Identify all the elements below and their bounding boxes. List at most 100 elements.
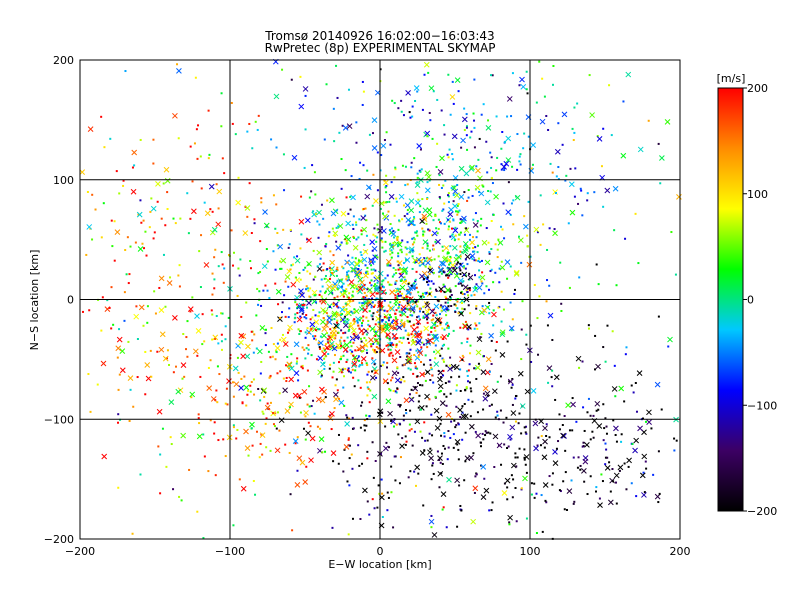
data-point-dot bbox=[213, 287, 216, 290]
data-point-cross bbox=[491, 311, 497, 318]
data-point-dot bbox=[438, 221, 441, 224]
data-point-dot bbox=[559, 261, 562, 264]
data-point-dot bbox=[376, 228, 379, 231]
data-point-dot bbox=[464, 267, 467, 270]
data-point-dot bbox=[403, 363, 406, 366]
data-point-dot bbox=[642, 471, 645, 474]
data-point-dot bbox=[354, 257, 357, 260]
data-point-cross bbox=[481, 307, 488, 314]
data-point-dot bbox=[407, 320, 410, 323]
data-point-dot bbox=[478, 269, 481, 272]
data-point-cross bbox=[209, 229, 216, 236]
data-point-dot bbox=[356, 319, 359, 322]
data-point-dot bbox=[275, 146, 278, 149]
data-point-dot bbox=[450, 376, 453, 379]
data-point-dot bbox=[213, 432, 216, 435]
data-point-dot bbox=[308, 295, 311, 298]
data-point-cross bbox=[392, 318, 399, 325]
data-point-dot bbox=[391, 354, 394, 357]
data-point-dot bbox=[331, 292, 334, 295]
data-point-dot bbox=[564, 179, 567, 182]
data-point-dot bbox=[605, 432, 608, 435]
data-point-dot bbox=[464, 388, 467, 391]
data-point-dot bbox=[547, 128, 550, 131]
data-point-cross bbox=[290, 281, 297, 288]
data-point-cross bbox=[415, 318, 422, 325]
data-point-dot bbox=[220, 312, 223, 315]
data-point-dot bbox=[347, 438, 350, 441]
data-point-cross bbox=[245, 343, 251, 350]
data-point-dot bbox=[361, 333, 364, 336]
data-point-dot bbox=[426, 135, 429, 138]
data-point-cross bbox=[372, 254, 378, 261]
data-point-dot bbox=[385, 441, 388, 444]
data-point-dot bbox=[540, 494, 543, 497]
data-point-dot bbox=[382, 328, 385, 331]
data-point-dot bbox=[349, 300, 352, 303]
data-point-dot bbox=[406, 315, 409, 318]
data-point-cross bbox=[320, 361, 326, 368]
data-point-dot bbox=[122, 184, 125, 187]
data-point-dot bbox=[394, 316, 397, 319]
data-point-dot bbox=[310, 354, 313, 357]
data-point-dot bbox=[361, 103, 364, 106]
data-point-cross bbox=[191, 208, 197, 215]
data-point-dot bbox=[284, 280, 287, 283]
data-point-dot bbox=[447, 305, 450, 308]
data-point-dot bbox=[417, 315, 420, 318]
data-point-dot bbox=[389, 264, 392, 267]
data-point-cross bbox=[484, 199, 491, 206]
data-point-dot bbox=[300, 195, 303, 198]
data-point-dot bbox=[513, 288, 516, 291]
data-point-dot bbox=[320, 374, 323, 377]
data-point-cross bbox=[654, 381, 661, 388]
data-point-dot bbox=[337, 299, 340, 302]
data-point-dot bbox=[371, 249, 374, 252]
data-point-dot bbox=[181, 377, 184, 380]
data-point-dot bbox=[503, 482, 506, 485]
data-point-dot bbox=[536, 231, 539, 234]
data-point-cross bbox=[424, 302, 431, 309]
data-point-dot bbox=[367, 323, 370, 326]
data-point-dot bbox=[398, 310, 401, 313]
data-point-dot bbox=[422, 504, 425, 507]
data-point-dot bbox=[546, 324, 549, 327]
data-point-dot bbox=[390, 283, 393, 286]
data-point-dot bbox=[249, 384, 252, 387]
data-point-dot bbox=[457, 202, 460, 205]
data-point-cross bbox=[570, 401, 576, 408]
data-point-dot bbox=[399, 294, 402, 297]
data-point-dot bbox=[587, 327, 590, 330]
data-point-cross bbox=[452, 203, 458, 209]
data-point-dot bbox=[277, 303, 280, 306]
data-point-dot bbox=[382, 286, 385, 289]
data-point-dot bbox=[363, 243, 366, 246]
data-point-cross bbox=[431, 532, 438, 538]
data-point-dot bbox=[334, 384, 337, 387]
data-point-cross bbox=[423, 61, 430, 68]
data-point-dot bbox=[524, 431, 527, 434]
data-point-dot bbox=[443, 328, 446, 331]
data-point-dot bbox=[643, 491, 646, 494]
data-point-dot bbox=[324, 245, 327, 248]
data-point-dot bbox=[438, 458, 441, 461]
data-point-dot bbox=[341, 313, 344, 316]
data-point-dot bbox=[390, 342, 393, 345]
data-point-dot bbox=[452, 446, 455, 449]
data-point-dot bbox=[323, 357, 326, 360]
data-point-dot bbox=[457, 90, 460, 93]
data-point-dot bbox=[415, 340, 418, 343]
data-point-dot bbox=[529, 255, 532, 258]
data-point-dot bbox=[224, 325, 227, 328]
data-point-dot bbox=[355, 238, 358, 241]
data-point-dot bbox=[557, 166, 560, 169]
data-point-dot bbox=[374, 283, 377, 286]
data-point-dot bbox=[413, 217, 416, 220]
data-point-dot bbox=[466, 340, 469, 343]
data-point-dot bbox=[419, 430, 422, 433]
data-point-dot bbox=[343, 375, 346, 378]
data-point-cross bbox=[428, 455, 434, 462]
data-point-dot bbox=[165, 357, 168, 360]
data-point-dot bbox=[303, 348, 306, 351]
data-point-dot bbox=[483, 292, 486, 295]
